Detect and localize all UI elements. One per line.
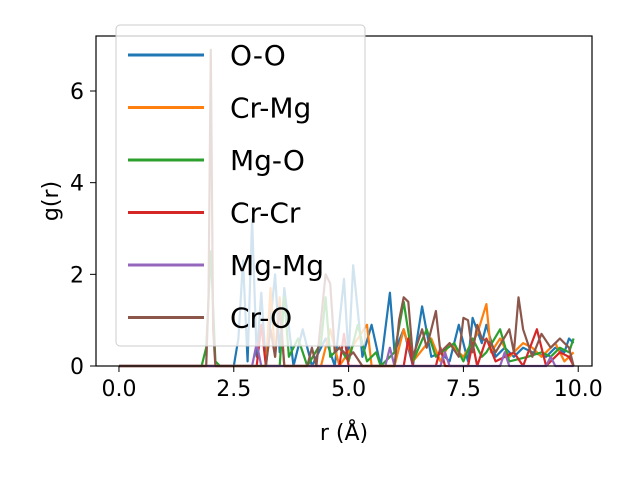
legend: O-O Cr-Mg Mg-O Cr-Cr Mg-Mg Cr-O — [115, 24, 366, 347]
x-tick-label: 5.0 — [331, 377, 366, 402]
series-line-mg-mg — [119, 342, 574, 368]
x-axis-label: r (Å) — [320, 419, 368, 446]
y-axis-label: g(r) — [39, 181, 64, 221]
y-axis-ticks: 0 2 4 6 — [70, 80, 96, 380]
legend-box — [115, 24, 366, 347]
y-tick-label: 2 — [70, 263, 84, 288]
legend-label: Cr-Mg — [230, 92, 311, 125]
x-axis-ticks: 0.0 2.5 5.0 7.5 10.0 — [101, 366, 603, 402]
x-tick-label: 10.0 — [554, 377, 603, 402]
x-tick-label: 0.0 — [101, 377, 136, 402]
y-tick-label: 4 — [70, 172, 84, 197]
series-line-cr-o — [119, 48, 575, 368]
legend-label: Cr-Cr — [230, 197, 301, 230]
y-tick-label: 0 — [70, 355, 84, 380]
x-tick-label: 7.5 — [446, 377, 481, 402]
legend-label: Mg-Mg — [230, 249, 324, 282]
y-tick-label: 6 — [70, 80, 84, 105]
legend-label: Cr-O — [230, 302, 292, 335]
legend-label: Mg-O — [230, 144, 305, 177]
x-tick-label: 2.5 — [216, 377, 251, 402]
legend-label: O-O — [230, 39, 286, 72]
